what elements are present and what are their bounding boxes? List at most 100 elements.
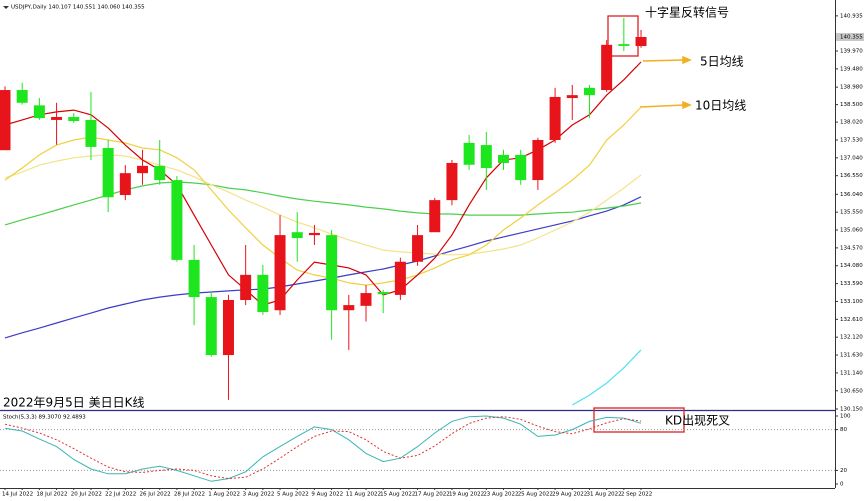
- x-tick-label: 14 Jul 2022: [2, 492, 33, 498]
- candle-body: [291, 232, 303, 239]
- candle-body: [566, 95, 578, 99]
- candle-body: [205, 297, 217, 356]
- candle-body: [583, 87, 595, 96]
- candle-body: [308, 232, 320, 236]
- y-tick-label: 132.610: [840, 317, 863, 323]
- x-tick-label: 18 Jul 2022: [36, 492, 67, 498]
- candle-body: [33, 105, 45, 119]
- candle-body: [480, 145, 492, 169]
- candle-body: [154, 165, 166, 181]
- annotation: KD出现死叉: [665, 414, 730, 428]
- y-tick-label: 134.570: [840, 245, 863, 251]
- annotation: 10日均线: [695, 99, 746, 113]
- candle-body: [532, 139, 544, 181]
- candle-body: [274, 235, 286, 311]
- x-tick-label: 25 Aug 2022: [518, 492, 553, 498]
- candle-body: [446, 162, 458, 201]
- candle-body: [188, 259, 200, 298]
- x-tick-label: 15 Aug 2022: [380, 492, 415, 498]
- y-tick-label: 140.935: [840, 13, 863, 19]
- y-tick-label: 133.100: [840, 299, 863, 305]
- x-tick-label: 28 Jul 2022: [174, 492, 205, 498]
- moving-average: [4, 106, 642, 286]
- y-tick-label: 139.970: [840, 49, 863, 55]
- candle-body: [618, 44, 630, 46]
- y-tick-label: 135.060: [840, 228, 863, 234]
- x-tick-label: 29 Aug 2022: [552, 492, 587, 498]
- candle-body: [257, 274, 269, 313]
- arrow: [639, 104, 685, 108]
- annotation: 5日均线: [700, 55, 744, 69]
- candle-body: [326, 235, 338, 311]
- arrow-head: [682, 55, 692, 65]
- chart-header: USDJPY,Daily 140.107 140.551 140.060 140…: [11, 5, 145, 11]
- y-tick-label: 131.630: [840, 353, 863, 359]
- candle-body: [222, 300, 234, 356]
- y-tick-label: 139.480: [840, 66, 863, 72]
- moving-average: [4, 196, 642, 339]
- symbol-icon: [3, 6, 9, 9]
- candle-body: [119, 173, 131, 196]
- y-tick-label: 131.140: [840, 370, 863, 376]
- y-tick-label: 137.040: [840, 155, 863, 161]
- candle-body: [51, 117, 63, 120]
- y-tick-label: 135.550: [840, 210, 863, 216]
- x-tick-label: 20 Jul 2022: [71, 492, 102, 498]
- annotation: 2022年9月5日 美日日K线: [3, 396, 145, 410]
- candle-body: [412, 235, 424, 262]
- candle-body: [16, 90, 28, 103]
- y-tick-label: 20: [840, 468, 847, 474]
- candle-body: [394, 261, 406, 295]
- candle-body: [68, 117, 80, 122]
- x-tick-label: 5 Aug 2022: [277, 492, 309, 498]
- x-tick-label: 2 Sep 2022: [621, 492, 652, 498]
- candle-body: [85, 119, 97, 147]
- candle-body: [240, 274, 252, 301]
- candle-body: [171, 180, 183, 260]
- arrows: [639, 55, 692, 110]
- candle-body: [498, 154, 510, 163]
- y-tick-label: 137.530: [840, 137, 863, 143]
- annotation: 十字星反转信号: [645, 5, 729, 20]
- x-tick-label: 11 Aug 2022: [346, 492, 381, 498]
- y-tick-label: 134.080: [840, 263, 863, 269]
- y-tick-label: 138.500: [840, 102, 863, 108]
- price-marker: 140.355: [840, 34, 863, 40]
- candle-body: [549, 96, 561, 140]
- x-tick-label: 1 Aug 2022: [208, 492, 240, 498]
- candle-body: [102, 147, 114, 198]
- stoch-title: Stoch(5,3,3) 89.3070 92.4893: [3, 415, 86, 421]
- candle-body: [429, 200, 441, 233]
- x-tick-label: 31 Aug 2022: [586, 492, 621, 498]
- stoch-line: [4, 416, 642, 480]
- stoch-line: [4, 415, 642, 482]
- y-tick-label: 138.020: [840, 120, 863, 126]
- moving-average: [572, 349, 642, 406]
- y-tick-label: 130.650: [840, 388, 863, 394]
- candle-body: [377, 291, 389, 295]
- y-tick-label: 80: [840, 427, 847, 433]
- candle-body: [463, 142, 475, 165]
- y-tick-label: 136.550: [840, 173, 863, 179]
- candle-body: [601, 44, 613, 91]
- x-tick-label: 9 Aug 2022: [311, 492, 343, 498]
- x-tick-label: 3 Aug 2022: [243, 492, 275, 498]
- price-marker-box: [836, 32, 864, 41]
- candle-body: [343, 305, 355, 311]
- x-tick-label: 17 Aug 2022: [415, 492, 450, 498]
- y-tick-label: 132.120: [840, 335, 863, 341]
- candle-body: [635, 36, 647, 47]
- doji-box: [607, 15, 639, 57]
- y-tick-label: 138.980: [840, 85, 863, 91]
- candle-body: [0, 90, 11, 151]
- candle-body: [137, 165, 149, 174]
- arrow-head: [682, 100, 692, 110]
- x-tick-label: 26 Jul 2022: [140, 492, 171, 498]
- y-tick-label: 100: [840, 414, 851, 420]
- y-tick-label: 136.040: [840, 192, 863, 198]
- x-tick-label: 22 Jul 2022: [105, 492, 136, 498]
- candle-body: [515, 154, 527, 181]
